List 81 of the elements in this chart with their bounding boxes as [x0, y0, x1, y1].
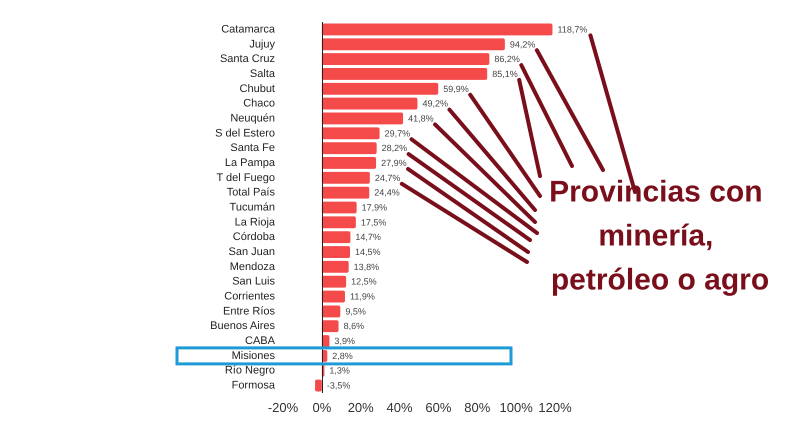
x-tick-label: 20% [348, 400, 374, 415]
data-label: 14,5% [355, 247, 381, 258]
y-tick-label: La Pampa [224, 156, 276, 169]
bar [322, 231, 350, 244]
x-tick-label: 60% [425, 400, 452, 415]
y-tick-label: Chaco [243, 98, 275, 110]
y-tick-label: Corrientes [224, 290, 276, 303]
data-label: 118,7% [557, 24, 588, 34]
y-tick-label: Catamarca [221, 23, 276, 36]
bar [322, 68, 488, 80]
data-label: 9,5% [345, 306, 366, 316]
bar [322, 172, 370, 184]
data-label: 49,2% [422, 98, 448, 109]
bar [322, 38, 505, 50]
data-label: 8,6% [344, 321, 364, 332]
y-tick-label: Tucumán [230, 202, 275, 214]
bar [315, 380, 322, 392]
bar [322, 23, 552, 36]
data-label: 13,8% [354, 262, 380, 272]
bar [322, 290, 345, 302]
bar [322, 305, 340, 318]
y-tick-label: Santa Fe [230, 142, 275, 154]
x-tick-label: 120% [538, 400, 572, 415]
y-tick-label: Total País [226, 186, 276, 199]
bar [322, 202, 357, 214]
y-tick-label: Misiones [232, 350, 276, 362]
data-label: 41,8% [408, 113, 434, 124]
data-label: 24,7% [374, 172, 400, 183]
x-tick-label: 100% [500, 400, 534, 415]
data-label: 28,2% [382, 143, 408, 154]
y-tick-label: San Juan [228, 246, 275, 258]
bar [322, 142, 377, 154]
y-tick-label: Formosa [232, 380, 276, 392]
y-tick-label: CABA [245, 335, 276, 348]
y-tick-label: Córdoba [232, 231, 276, 244]
bar [322, 246, 350, 258]
bar [322, 127, 380, 140]
data-label: 17,9% [362, 202, 388, 212]
y-tick-label: La Rioja [234, 216, 276, 228]
bar [322, 53, 490, 66]
bar [322, 276, 346, 288]
bar [322, 112, 404, 124]
y-tick-label: Neuquén [230, 112, 275, 124]
y-tick-label: Jujuy [249, 38, 276, 50]
x-tick-label: -20% [268, 400, 299, 415]
data-label: 1,3% [329, 366, 350, 376]
data-label: -3,5% [326, 380, 350, 391]
data-label: 29,7% [384, 128, 410, 138]
data-label: 24,4% [374, 188, 400, 198]
data-label: 85,1% [492, 68, 518, 79]
y-tick-label: Buenos Aires [210, 320, 276, 332]
data-label: 14,7% [355, 232, 381, 242]
y-tick-label: Santa Cruz [220, 53, 275, 66]
data-label: 86,2% [494, 54, 520, 64]
bar [322, 260, 349, 273]
data-label: 12,5% [351, 276, 377, 287]
data-label: 94,2% [510, 39, 536, 50]
bar [322, 216, 356, 228]
y-tick-label: Entre Ríos [223, 305, 276, 318]
y-tick-label: Salta [250, 68, 276, 80]
data-label: 2,8% [332, 350, 353, 361]
y-tick-label: S del Estero [215, 127, 275, 140]
x-tick-label: 0% [312, 400, 332, 415]
y-tick-label: Río Negro [224, 364, 275, 377]
bar [322, 82, 438, 95]
y-tick-label: Chubut [240, 82, 275, 95]
data-label: 27,9% [381, 158, 407, 168]
bar [322, 157, 376, 169]
annotation: Provincias con minería, petróleo o agro [549, 176, 771, 296]
bar [322, 98, 418, 110]
data-label: 17,5% [360, 217, 386, 228]
data-label: 59,9% [443, 84, 469, 94]
x-tick-label: 80% [464, 400, 491, 415]
bar [322, 186, 370, 199]
y-tick-label: Mendoza [230, 260, 276, 273]
y-tick-label: San Luis [232, 276, 276, 288]
bar [322, 320, 339, 332]
data-label: 11,9% [350, 292, 375, 302]
y-tick-label: T del Fuego [216, 172, 275, 184]
data-label: 3,9% [334, 336, 355, 346]
x-tick-label: 40% [386, 400, 414, 415]
